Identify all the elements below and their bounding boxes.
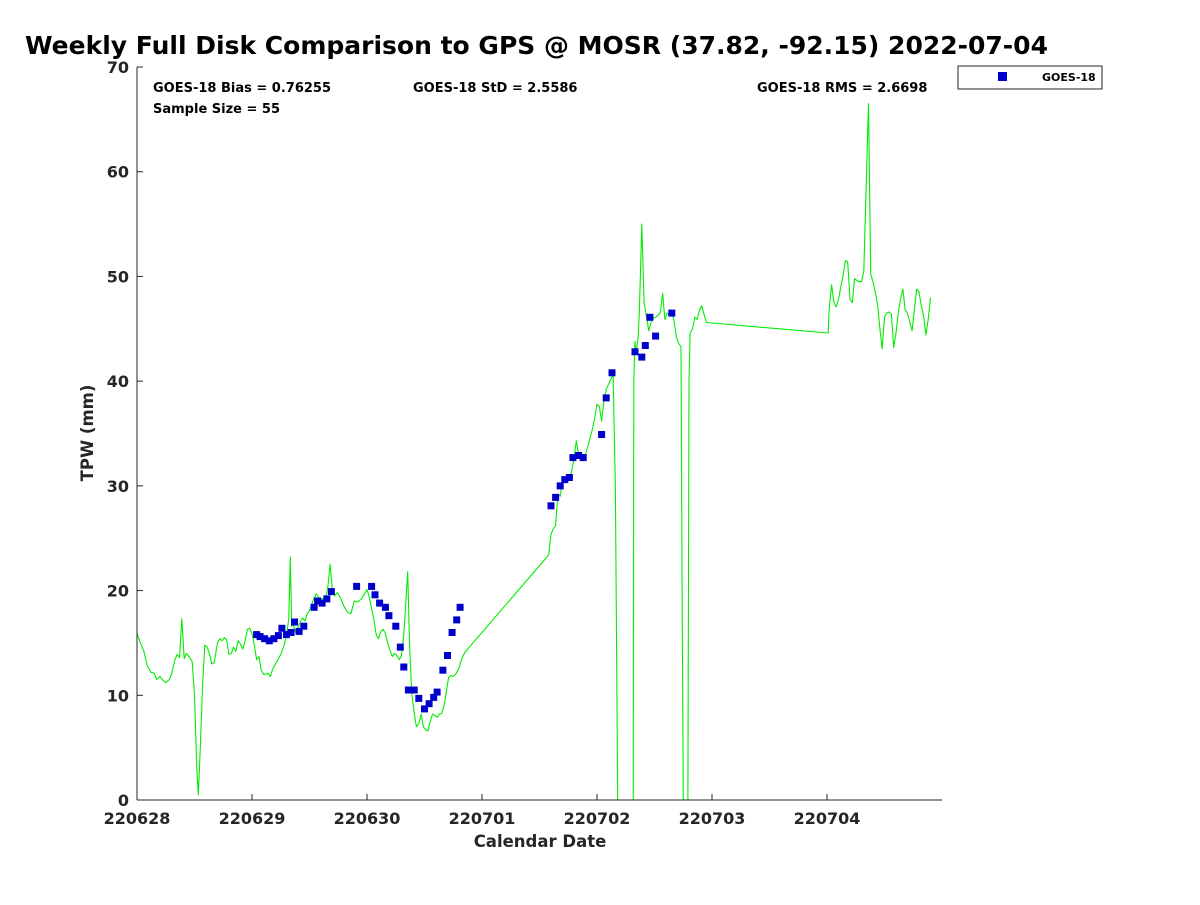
goes-18-point-12 — [310, 603, 318, 611]
goes-18-point-22 — [385, 612, 393, 620]
goes-18-point-8 — [287, 629, 295, 636]
goes-18-point-25 — [400, 663, 408, 671]
y-tick-label-20: 20 — [107, 582, 129, 601]
goes-18-point-32 — [433, 688, 441, 696]
y-tick-label-70: 70 — [107, 58, 129, 77]
legend-box — [957, 65, 1103, 90]
y-tick-label-50: 50 — [107, 267, 129, 286]
goes-18-point-1 — [256, 633, 264, 641]
goes-18-point-19 — [371, 591, 379, 599]
y-tick-label-10: 10 — [107, 686, 129, 705]
x-tick-label-220703: 220703 — [679, 809, 746, 828]
goes-18-point-38 — [547, 502, 555, 510]
series-layer — [136, 103, 932, 801]
goes-18-point-9 — [291, 618, 299, 626]
goes-18-point-36 — [453, 616, 461, 624]
tick-layer: 0 10 20 30 40 50 60 70 220628 220629 220630 220701 2… — [104, 58, 861, 828]
goes-18-point-5 — [274, 632, 282, 640]
goes-18-point-43 — [569, 454, 577, 462]
goes-18-point-27 — [410, 686, 418, 694]
goes-18-point-33 — [439, 666, 447, 674]
goes-18-point-17 — [353, 582, 361, 590]
x-tick-label-220702: 220702 — [564, 809, 631, 828]
x-axis-label: Calendar Date — [474, 832, 607, 851]
goes-18-point-14 — [318, 599, 326, 607]
y-tick-label-60: 60 — [107, 163, 129, 182]
legend-label-goes-18: GOES-18 — [1042, 71, 1096, 84]
goes-18-point-45 — [579, 454, 587, 462]
goes-18-point-30 — [425, 700, 433, 708]
goes-18-point-39 — [552, 493, 560, 501]
x-tick-label-220629: 220629 — [219, 809, 286, 828]
goes-18-point-24 — [396, 643, 404, 651]
x-tick-label-220630: 220630 — [334, 809, 401, 828]
goes-18-point-10 — [295, 627, 303, 635]
y-tick-label-0: 0 — [118, 791, 129, 810]
legend-marker-goes-18 — [998, 72, 1007, 81]
goes-18-point-53 — [652, 332, 660, 340]
goes-18-point-2 — [261, 635, 269, 643]
goes-18-point-7 — [283, 631, 290, 639]
goes-18-point-51 — [641, 342, 649, 349]
rms-annotation: GOES-18 RMS = 2.6698 — [757, 81, 927, 96]
x-tick-label-220701: 220701 — [449, 809, 516, 828]
goes-18-point-35 — [448, 629, 456, 636]
goes-18-point-23 — [392, 622, 400, 630]
goes-18-point-20 — [376, 599, 384, 607]
y-tick-label-40: 40 — [107, 372, 129, 391]
goes-18-point-31 — [430, 693, 438, 701]
goes-18-point-37 — [456, 603, 464, 611]
goes-18-point-26 — [404, 686, 412, 694]
goes-18-point-28 — [415, 694, 423, 702]
goes-18-point-4 — [270, 635, 278, 643]
goes-18-point-50 — [638, 353, 646, 361]
goes-18-point-18 — [368, 582, 376, 590]
goes-18-point-3 — [265, 637, 273, 645]
goes-18-point-34 — [444, 652, 451, 659]
goes-18-point-11 — [300, 622, 308, 630]
x-tick-label-220628: 220628 — [104, 809, 171, 828]
goes-18-point-48 — [608, 369, 616, 377]
gps-series-line — [136, 103, 932, 801]
goes-18-point-54 — [668, 309, 676, 317]
goes-18-point-40 — [556, 482, 564, 490]
goes-18-point-46 — [598, 431, 606, 438]
goes-18-point-42 — [565, 474, 573, 481]
goes-18-point-29 — [421, 705, 428, 713]
std-annotation: GOES-18 StD = 2.5586 — [413, 81, 577, 96]
sample-size-annotation: Sample Size = 55 — [153, 102, 280, 117]
goes-18-point-44 — [575, 452, 583, 459]
goes-18-point-41 — [561, 476, 569, 484]
goes-18-point-21 — [381, 603, 389, 611]
goes-18-point-47 — [602, 394, 610, 402]
legend: GOES-18 — [957, 65, 1103, 90]
y-axis-label: TPW (mm) — [78, 385, 97, 482]
x-tick-label-220704: 220704 — [794, 809, 861, 828]
goes-18-point-16 — [327, 588, 335, 596]
chart-title: Weekly Full Disk Comparison to GPS @ MOS… — [25, 31, 1048, 60]
goes-18-point-49 — [631, 348, 639, 356]
y-tick-label-30: 30 — [107, 477, 129, 496]
goes-18-point-15 — [323, 595, 331, 603]
goes-18-point-6 — [278, 624, 286, 632]
goes-18-point-13 — [314, 597, 322, 605]
goes-18-point-52 — [646, 313, 654, 321]
plot-area — [137, 67, 942, 800]
bias-annotation: GOES-18 Bias = 0.76255 — [153, 81, 331, 96]
